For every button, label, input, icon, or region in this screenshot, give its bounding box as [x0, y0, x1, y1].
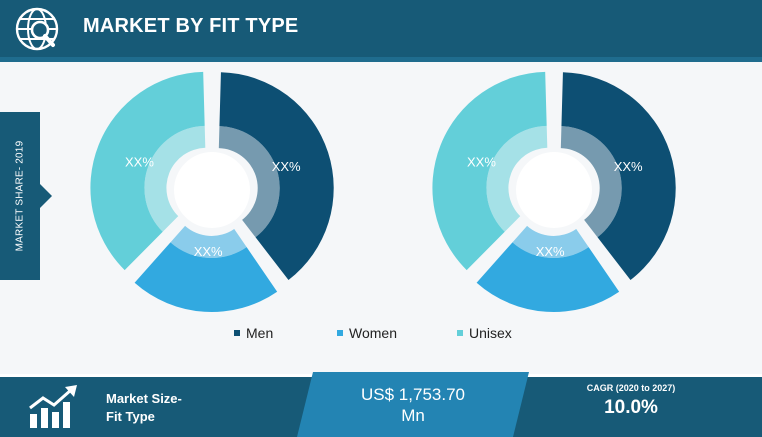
pie-slice-unisex-inner [486, 125, 548, 232]
pie-label-men: XX% [614, 159, 643, 174]
pie-label-women: XX% [194, 244, 223, 259]
globe-search-icon [15, 7, 59, 51]
donut-hole [516, 152, 592, 228]
pie-label-unisex: XX% [125, 154, 154, 169]
donut-hole [174, 152, 250, 228]
market-value: US$ 1,753.70 [361, 385, 465, 404]
legend-label-women: Women [349, 325, 397, 341]
pie-label-women: XX% [536, 244, 565, 259]
legend-label-men: Men [246, 325, 274, 341]
fit-type-label: Fit Type [106, 409, 155, 424]
value-box [297, 372, 529, 437]
side-tab [0, 112, 52, 280]
cagr-value: 10.0% [604, 397, 658, 418]
pie-charts: XX% XX% XX% XX% XX% XX% [90, 71, 676, 312]
pie-slice-men-inner [218, 126, 280, 238]
market-value-unit: Mn [401, 406, 425, 425]
legend-swatch-women [337, 330, 343, 336]
pie-chart-2: XX% XX% XX% [432, 71, 676, 312]
pie-slice-unisex-outer [432, 71, 547, 271]
pie-slice-women-inner [512, 225, 589, 258]
pie-slice-women-outer [134, 242, 278, 312]
pie-slice-unisex-inner [144, 125, 206, 232]
pie-slice-men-outer [219, 72, 334, 281]
growth-chart-icon [29, 385, 77, 428]
legend-item-men: Men [234, 325, 273, 341]
header-bar: MARKET BY FIT TYPE [0, 0, 762, 57]
page-title: MARKET BY FIT TYPE [83, 15, 299, 37]
legend-swatch-unisex [457, 330, 463, 336]
pie-slice-women-outer [476, 242, 620, 312]
header-divider [0, 57, 762, 62]
pie-label-unisex: XX% [467, 154, 496, 169]
legend-swatch-men [234, 330, 240, 336]
legend-label-unisex: Unisex [469, 325, 512, 341]
pie-slice-men-outer [561, 72, 676, 281]
market-size-label: Market Size- [106, 391, 182, 406]
pie-slice-unisex-outer [90, 71, 205, 271]
legend-item-unisex: Unisex [457, 325, 512, 341]
pie-slice-women-inner [170, 225, 247, 258]
pie-slice-men-inner [560, 126, 622, 238]
cagr-label: CAGR (2020 to 2027) [586, 383, 676, 393]
legend-item-women: Women [337, 325, 397, 341]
pie-chart-1: XX% XX% XX% [90, 71, 334, 312]
pie-label-men: XX% [272, 159, 301, 174]
